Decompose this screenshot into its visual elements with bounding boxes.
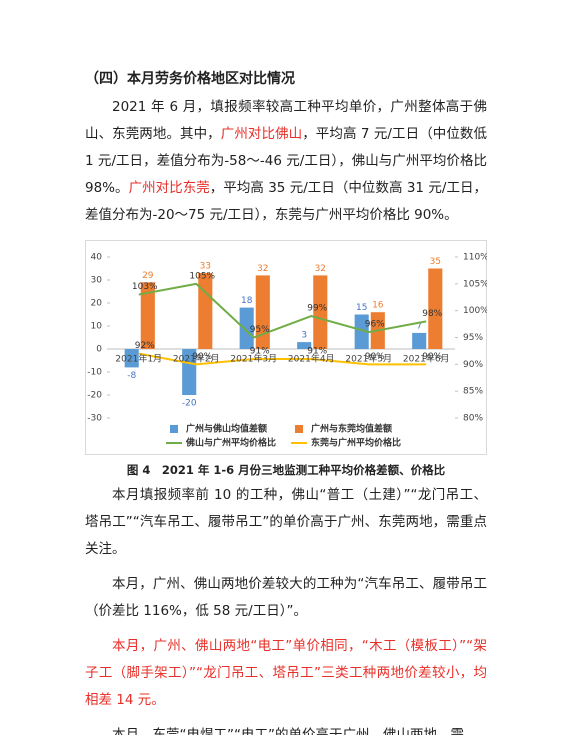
line-label: 92% [135,341,155,351]
y-tick-label: 20 [91,299,103,309]
text-run: 本月，东莞“电焊工”“电工”的单价高于广州、佛山两地，需 [112,727,464,735]
y2-tick-label: 80% [463,414,483,424]
line [138,282,427,339]
x-tick-label: 2021年2月 [173,353,220,365]
x-tick-label: 2021年4月 [288,353,335,365]
y-tick-label: 10 [91,322,103,332]
bar-label: 16 [372,301,384,311]
bar-label: 33 [200,262,211,272]
line-label: 98% [422,309,442,319]
bar [297,342,312,349]
bar-label: -8 [127,371,136,381]
bar [124,349,139,368]
chart: -30 -20 -10 0 10 20 30 40 80% 85% 90% 95% 100% 105% 11… [85,240,487,455]
y-tick-label: -30 [87,414,102,424]
text-run: 本月，广州、佛山两地价差较大的工种为“汽车吊工、履带吊工（价差比 116%，低 … [85,576,487,619]
bar-label: 7 [416,321,422,331]
y2-tick-label: 105% [463,279,487,289]
line-label: 96% [365,320,385,330]
bar-label: 32 [315,264,326,274]
paragraph: 本月，东莞“电焊工”“电工”的单价高于广州、佛山两地，需 [85,722,487,735]
bar-label: 35 [430,257,441,267]
bar [140,282,155,349]
legend-label: 广州与佛山均值差额 [186,423,267,435]
text-run: 广州对比佛山 [220,126,303,142]
bar [428,268,443,349]
x-tick-label: 2021年3月 [230,353,277,365]
heading: （四）本月劳务价格地区对比情况 [85,71,295,87]
y-tick-label: 30 [91,276,103,286]
bar-label: 3 [301,331,307,341]
bar-label: 15 [356,303,367,313]
y-tick-label: -20 [87,391,102,401]
line-label: 103% [132,282,158,292]
x-tick-label: 2021年5月 [345,353,392,365]
y-tick-label: 0 [96,345,102,355]
legend-label: 佛山与广州平均价格比 [185,437,276,449]
legend-swatch [170,425,178,433]
bar [255,275,270,349]
bar [354,314,369,349]
paragraph: 2021 年 6 月，填报频率较高工种平均单价，广州整体高于佛山、东莞两地。其中… [85,94,487,229]
text-run: 2021 年 6 月，填报频率较高工种平均单价，广州整体高于佛山、东莞两地。其中… [85,99,487,142]
line-label: 90% [422,352,442,362]
y2-tick-label: 95% [463,333,483,343]
bar-label: -20 [182,399,197,409]
figure-caption: 图 4 2021 年 1-6 月份三地监测工种平均价格差额、价格比 [126,463,446,477]
paragraph: 本月，广州、佛山两地“电工”单价相同，“木工（模板工）”“架子工（脚手架工）”“… [85,633,487,714]
bar [313,275,328,349]
legend-swatch [295,425,303,433]
y2-tick-label: 100% [463,306,487,316]
bar [412,332,427,349]
text-run: 本月，广州、佛山两地“电工”单价相同，“木工（模板工）”“架子工（脚手架工）”“… [85,638,487,708]
line-label: 91% [307,346,327,356]
bar-label: 18 [241,296,253,306]
bar [198,273,213,349]
line-label: 91% [250,346,270,356]
line-label: 90% [365,352,385,362]
text-run: 广州对比东莞 [128,180,210,196]
text-run: 本月填报频率前 10 的工种，佛山“普工（土建）”“龙门吊工、塔吊工”“汽车吊工… [85,487,487,557]
y2-tick-label: 90% [463,360,483,370]
line-label: 105% [189,271,215,281]
y2-tick-label: 110% [463,253,487,263]
y-tick-label: -10 [87,368,102,378]
line-label: 90% [192,352,212,362]
bar-label: 29 [142,271,154,281]
line [138,352,427,366]
x-tick-label: 2021年1月 [115,353,162,365]
line-label: 95% [250,325,270,335]
legend-label: 东莞与广州平均价格比 [311,437,401,449]
y2-tick-label: 85% [463,387,483,397]
x-tick-label: 2021年6月 [403,353,450,365]
paragraph: 本月，广州、佛山两地价差较大的工种为“汽车吊工、履带吊工（价差比 116%，低 … [85,571,487,625]
legend-label: 广州与东莞均值差额 [311,423,392,435]
line-label: 99% [307,304,327,314]
text-run: ，平均高 7 元/工日（中位数低 1 元/工日，差值分布为-58～-46 元/工… [85,126,487,196]
text-run: ，平均高 35 元/工日（中位数高 31 元/工日，差值分布为-20～75 元/… [85,180,488,223]
bar [182,349,197,395]
y-tick-label: 40 [91,253,103,263]
bar [239,307,254,349]
bar-label: 32 [257,264,268,274]
paragraph: 本月填报频率前 10 的工种，佛山“普工（土建）”“龙门吊工、塔吊工”“汽车吊工… [85,482,487,563]
